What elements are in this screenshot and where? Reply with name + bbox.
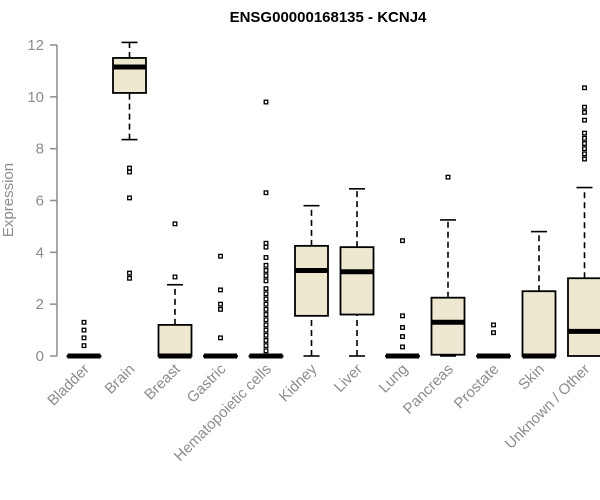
outlier-point (582, 117, 587, 123)
box-6 (339, 188, 375, 357)
outlier-point (172, 274, 178, 280)
outlier-point (172, 221, 178, 227)
y-tick-label: 8 (36, 141, 44, 158)
box-body (157, 323, 193, 357)
outlier-point (263, 268, 269, 273)
y-tick-label: 10 (27, 89, 44, 106)
box-5 (294, 204, 329, 357)
outlier-point (263, 240, 269, 246)
outlier-point (218, 287, 223, 293)
outlier-point (81, 327, 87, 333)
outlier-point (263, 262, 269, 268)
outlier-point (263, 99, 269, 105)
chart-title: ENSG00000168135 - KCNJ4 (230, 9, 427, 26)
y-tick-label: 2 (36, 296, 44, 313)
outlier-point (582, 109, 587, 115)
outlier-point (582, 156, 587, 162)
outlier-point (491, 322, 496, 328)
outlier-point (582, 130, 587, 136)
y-tick-label: 12 (27, 37, 44, 54)
outlier-point (263, 332, 269, 338)
x-tick-label: Liver (331, 361, 366, 396)
y-axis-label: Expression (0, 163, 17, 237)
box-group (66, 41, 600, 359)
box-8 (430, 174, 466, 357)
outlier-point (582, 85, 587, 91)
box-body (567, 277, 600, 357)
box-4 (248, 99, 284, 359)
box-body (294, 244, 329, 317)
box-7 (385, 238, 420, 359)
outlier-point (263, 286, 269, 292)
outlier-point (218, 301, 223, 307)
box-11 (567, 85, 600, 357)
outlier-point (263, 291, 269, 297)
x-tick-label: Breast (141, 360, 184, 403)
box-10 (521, 230, 557, 359)
outlier-point (218, 253, 223, 259)
outlier-point (263, 278, 269, 284)
outlier-point (263, 317, 269, 323)
x-tick-label: Brain (102, 361, 139, 398)
outlier-point (400, 325, 405, 330)
x-tick-label: Kidney (276, 360, 321, 405)
x-tick-label: Unknown / Other (502, 361, 594, 453)
outlier-point (400, 334, 405, 340)
outlier-point (400, 238, 405, 244)
outlier-point (263, 255, 269, 260)
outlier-point (400, 313, 405, 319)
outlier-point (127, 165, 132, 171)
outlier-point (263, 301, 269, 307)
outlier-point (263, 337, 269, 343)
outlier-point (400, 344, 405, 350)
box-1 (112, 41, 147, 281)
outlier-point (582, 151, 587, 157)
y-tick-label: 4 (36, 244, 44, 261)
outlier-point (491, 330, 496, 336)
outlier-point (263, 312, 269, 317)
outlier-point (127, 275, 132, 281)
x-tick-label: Bladder (44, 361, 93, 410)
outlier-point (263, 327, 269, 333)
y-tick-label: 0 (36, 348, 44, 365)
x-tick-label: Skin (515, 361, 548, 394)
outlier-point (127, 195, 132, 201)
box-0 (66, 319, 102, 359)
box-body (112, 57, 147, 94)
outlier-point (582, 104, 587, 110)
outlier-point (263, 322, 269, 328)
x-tick-label: Pancreas (400, 361, 457, 418)
outlier-point (127, 270, 132, 276)
outlier-point (127, 169, 132, 175)
outlier-point (263, 343, 269, 349)
y-tick-label: 6 (36, 193, 44, 210)
box-body (521, 290, 557, 357)
outlier-point (81, 335, 87, 341)
outlier-point (81, 343, 87, 349)
outlier-point (263, 296, 269, 302)
outlier-point (263, 306, 269, 312)
outlier-point (582, 146, 587, 152)
outlier-point (218, 335, 223, 341)
box-body (339, 246, 375, 316)
outlier-point (582, 135, 587, 141)
outlier-point (218, 306, 223, 312)
outlier-point (263, 348, 269, 354)
x-tick-label: Prostate (451, 361, 503, 413)
outlier-point (582, 141, 587, 146)
box-9 (476, 322, 511, 359)
x-tick-label: Lung (376, 361, 412, 397)
box-2 (157, 221, 193, 359)
outlier-point (81, 319, 87, 325)
y-axis: 0 2 4 6 8 10 12 (27, 37, 58, 365)
box-3 (203, 253, 238, 359)
outlier-point (263, 244, 269, 250)
outlier-point (263, 273, 269, 279)
outlier-point (263, 190, 269, 196)
box-body (430, 296, 466, 356)
outlier-point (445, 174, 451, 180)
